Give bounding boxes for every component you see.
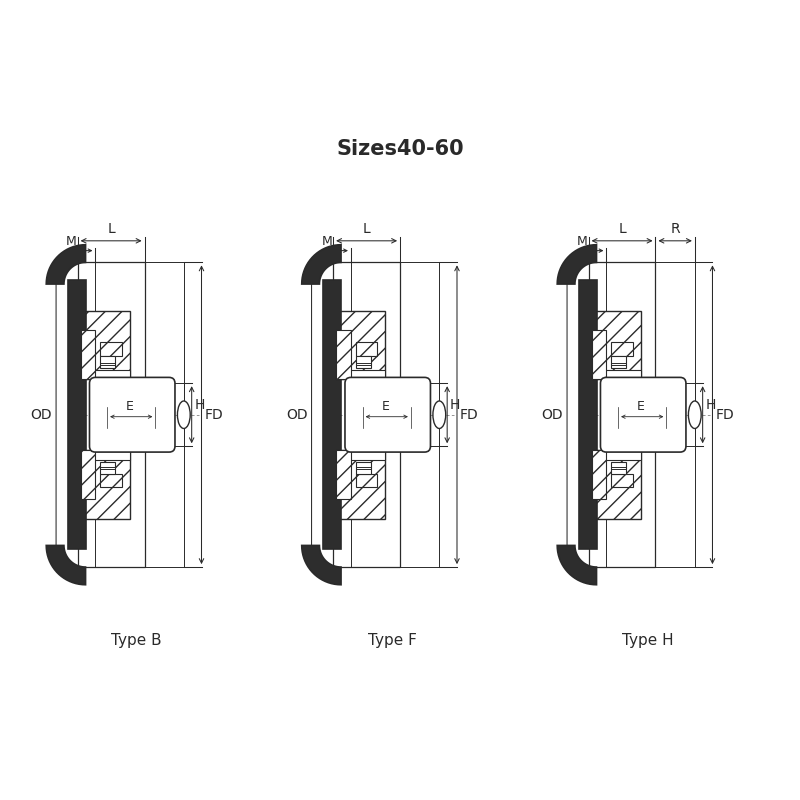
Bar — [336, 330, 351, 379]
Text: Type H: Type H — [622, 634, 674, 648]
Polygon shape — [558, 245, 597, 284]
Polygon shape — [302, 546, 341, 585]
Bar — [100, 462, 115, 474]
Text: H: H — [450, 398, 461, 412]
Bar — [100, 474, 122, 487]
FancyBboxPatch shape — [345, 378, 430, 452]
Bar — [336, 310, 386, 379]
Text: L: L — [362, 222, 370, 236]
Bar — [592, 450, 641, 519]
Text: OD: OD — [30, 408, 52, 422]
Text: Type B: Type B — [111, 634, 162, 648]
Bar — [336, 450, 351, 499]
Text: M: M — [322, 234, 332, 248]
Text: Sizes40-60: Sizes40-60 — [336, 139, 464, 159]
Bar — [78, 262, 145, 567]
Bar — [336, 450, 386, 460]
Text: Type F: Type F — [368, 634, 417, 648]
Bar — [81, 310, 130, 379]
Bar — [606, 383, 694, 446]
Bar — [81, 330, 95, 379]
Bar — [356, 462, 370, 474]
Bar — [356, 474, 378, 487]
Bar — [356, 356, 370, 367]
Text: L: L — [618, 222, 626, 236]
Bar — [336, 370, 386, 379]
Bar — [95, 262, 184, 567]
Text: OD: OD — [542, 408, 563, 422]
Polygon shape — [302, 245, 341, 284]
Bar — [351, 383, 439, 446]
Polygon shape — [46, 245, 86, 284]
Bar — [95, 383, 184, 446]
Text: E: E — [382, 400, 389, 414]
FancyBboxPatch shape — [601, 378, 686, 452]
Bar — [336, 450, 386, 519]
Bar — [81, 450, 130, 460]
Bar — [100, 356, 115, 367]
Text: FD: FD — [205, 408, 223, 422]
Polygon shape — [46, 546, 86, 585]
Bar — [611, 462, 626, 474]
Ellipse shape — [689, 401, 701, 429]
Text: H: H — [194, 398, 205, 412]
Text: OD: OD — [286, 408, 308, 422]
Bar — [100, 342, 122, 356]
Text: FD: FD — [460, 408, 478, 422]
Bar — [81, 370, 130, 379]
Bar — [351, 262, 439, 567]
Polygon shape — [558, 546, 597, 585]
Bar — [606, 262, 694, 567]
Text: FD: FD — [715, 408, 734, 422]
Bar — [579, 280, 597, 550]
Bar — [356, 342, 378, 356]
Bar — [592, 450, 606, 499]
Bar — [333, 262, 400, 567]
FancyBboxPatch shape — [90, 378, 175, 452]
Text: M: M — [577, 234, 588, 248]
Text: H: H — [706, 398, 716, 412]
Bar — [592, 330, 606, 379]
Bar — [81, 450, 130, 519]
Text: L: L — [107, 222, 115, 236]
Bar — [611, 474, 633, 487]
Bar — [611, 342, 633, 356]
Text: R: R — [670, 222, 680, 236]
Ellipse shape — [433, 401, 446, 429]
Text: E: E — [637, 400, 645, 414]
Bar — [592, 310, 641, 379]
Text: M: M — [66, 234, 77, 248]
Bar — [81, 450, 95, 499]
Ellipse shape — [178, 401, 190, 429]
Bar — [592, 450, 641, 460]
Bar — [68, 280, 86, 550]
Text: E: E — [126, 400, 134, 414]
Bar — [589, 262, 655, 567]
Bar — [323, 280, 341, 550]
Bar — [592, 370, 641, 379]
Bar — [611, 356, 626, 367]
